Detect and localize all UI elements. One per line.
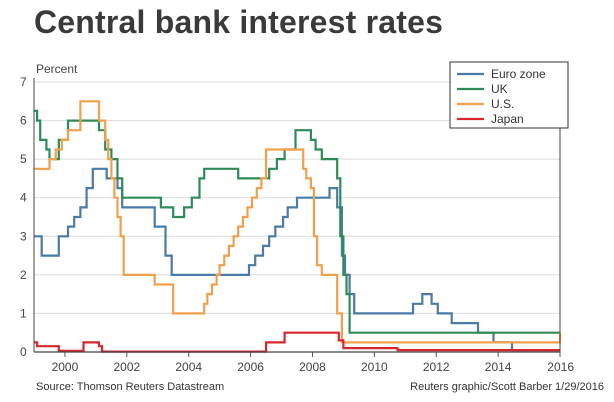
x-tick-label: 2012	[423, 360, 450, 374]
series-lines	[34, 100, 562, 353]
y-tick-label: 0	[20, 345, 27, 359]
legend-euro-zone-label: Euro zone	[491, 67, 546, 81]
y-tick-label: 2	[20, 268, 27, 282]
legend-u-s-label: U.S.	[491, 97, 514, 111]
y-tick-label: 3	[20, 229, 27, 243]
gridlines	[34, 81, 560, 314]
y-tick-label: 4	[20, 191, 27, 205]
x-tick-label: 2016	[547, 360, 574, 374]
x-tick-label: 2000	[52, 360, 79, 374]
x-axis-ticks: 2000 2002 2004 2006 2008 2010 2012 2014 2016	[52, 352, 574, 374]
series-line-euro-zone	[34, 167, 560, 352]
x-tick-label: 2010	[361, 360, 388, 374]
x-tick-label: 2004	[175, 360, 202, 374]
chart-title: Central bank interest rates	[34, 4, 444, 40]
x-tick-label: 2008	[299, 360, 326, 374]
legend-japan-label: Japan	[491, 112, 524, 126]
legend-uk-label: UK	[491, 82, 508, 96]
x-tick-label: 2014	[485, 360, 512, 374]
series-line-u-s	[34, 100, 562, 344]
source-note: Source: Thomson Reuters Datastream	[36, 381, 225, 393]
x-tick-label: 2006	[237, 360, 264, 374]
y-tick-label: 7	[20, 75, 27, 89]
series-line-uk	[34, 109, 560, 334]
y-tick-label: 5	[20, 152, 27, 166]
y-axis-ticks: 0 1 2 3 4 5 6 7	[20, 75, 27, 359]
y-tick-label: 6	[20, 114, 27, 128]
credit-note: Reuters graphic/Scott Barber 1/29/2016	[410, 381, 604, 393]
y-tick-label: 1	[20, 306, 27, 320]
x-tick-label: 2002	[113, 360, 140, 374]
y-axis-label: Percent	[36, 62, 78, 76]
